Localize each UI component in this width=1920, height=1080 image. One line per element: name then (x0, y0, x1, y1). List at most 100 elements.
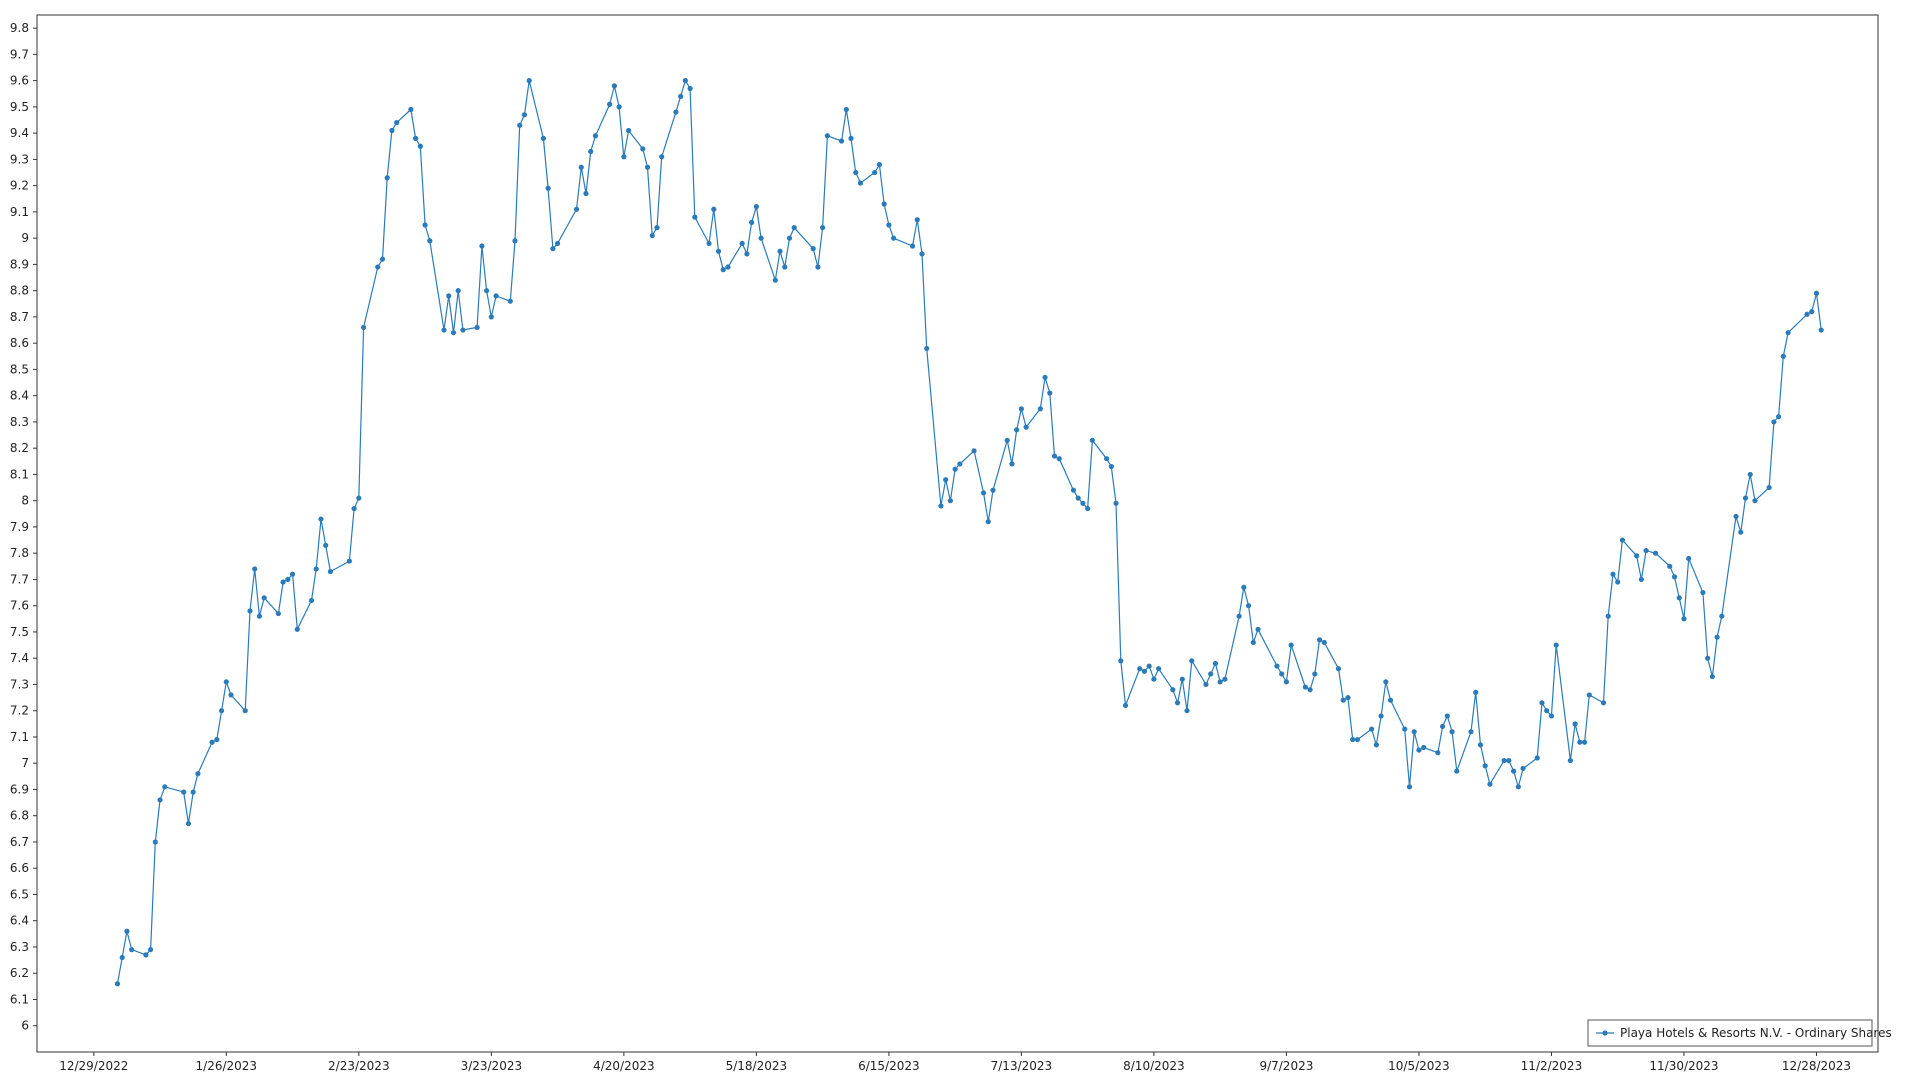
data-point (280, 579, 286, 585)
data-point (223, 679, 229, 685)
data-point (640, 146, 646, 152)
legend-label: Playa Hotels & Resorts N.V. - Ordinary S… (1620, 1026, 1892, 1040)
data-point (786, 235, 793, 241)
data-point (209, 739, 215, 745)
data-point (682, 78, 688, 84)
y-tick-label: 6.1 (10, 992, 29, 1006)
data-point (824, 133, 830, 139)
data-point (573, 206, 580, 212)
data-point (1804, 311, 1810, 317)
y-tick-label: 8.4 (10, 389, 29, 403)
x-tick-label: 8/10/2023 (1123, 1059, 1185, 1073)
data-point (417, 143, 423, 149)
data-point (1709, 673, 1715, 680)
data-point (119, 954, 125, 961)
data-point (1667, 563, 1673, 569)
y-tick-label: 9 (21, 231, 29, 245)
y-tick-label: 7.2 (10, 704, 29, 718)
data-point (1340, 697, 1346, 703)
data-point (185, 820, 192, 827)
data-point (1288, 642, 1294, 648)
data-point (408, 106, 414, 113)
data-point (1818, 327, 1824, 333)
data-point (441, 327, 447, 333)
data-point (1217, 679, 1223, 685)
data-point (1686, 555, 1692, 562)
y-tick-label: 7 (21, 756, 29, 770)
data-point (484, 288, 490, 294)
data-point (474, 324, 480, 331)
data-point (876, 162, 883, 168)
data-point (214, 736, 220, 743)
data-point (1051, 453, 1058, 459)
data-point (1473, 689, 1479, 695)
x-tick-label: 3/23/2023 (461, 1059, 523, 1073)
data-point (1581, 739, 1588, 745)
y-tick-label: 9.2 (10, 179, 29, 193)
data-point (389, 127, 395, 134)
data-point (1345, 694, 1351, 701)
data-point (493, 293, 499, 299)
data-point (152, 839, 158, 845)
data-point (1742, 495, 1749, 501)
data-point (455, 288, 461, 294)
data-point (479, 243, 485, 249)
data-point (129, 947, 135, 953)
data-point (1378, 713, 1384, 719)
data-point (1643, 547, 1649, 554)
data-point (256, 613, 263, 619)
x-tick-label: 12/29/2022 (59, 1059, 128, 1073)
data-point (242, 708, 248, 714)
data-point (375, 264, 381, 270)
data-point (952, 466, 958, 472)
data-point (1416, 747, 1422, 753)
data-point (1671, 574, 1678, 580)
data-point (777, 248, 783, 254)
data-point (1047, 390, 1053, 396)
data-point (791, 225, 797, 231)
y-tick-label: 7.7 (10, 572, 29, 586)
data-point (554, 240, 561, 247)
x-tick-label: 4/20/2023 (593, 1059, 655, 1073)
data-point (394, 120, 400, 126)
y-tick-label: 6.4 (10, 914, 29, 928)
data-point (1586, 692, 1592, 698)
data-point (1279, 671, 1285, 677)
data-point (1302, 684, 1308, 690)
data-point (1705, 655, 1711, 661)
y-tick-label: 7.1 (10, 730, 29, 744)
y-tick-label: 8.3 (10, 415, 29, 429)
data-point (1411, 729, 1417, 735)
data-point (607, 101, 613, 107)
data-point (838, 138, 845, 144)
data-point (1146, 663, 1152, 669)
data-point (1733, 513, 1739, 520)
data-point (772, 277, 778, 283)
data-point (379, 256, 386, 262)
data-point (540, 135, 546, 141)
y-tick-label: 8.1 (10, 467, 29, 481)
legend-box (1587, 1019, 1873, 1047)
data-point (1700, 589, 1706, 596)
data-point (318, 516, 324, 522)
data-point (1118, 658, 1124, 664)
plot-frame (36, 14, 1879, 1053)
data-point (545, 185, 551, 191)
y-tick-label: 8.5 (10, 362, 29, 376)
data-point (1577, 739, 1583, 745)
data-point (228, 692, 234, 698)
data-point (886, 222, 892, 228)
data-point (1316, 637, 1323, 643)
x-tick-label: 12/28/2023 (1782, 1059, 1851, 1073)
data-point (1189, 658, 1195, 664)
data-point (550, 246, 556, 252)
y-tick-label: 8.7 (10, 310, 29, 324)
data-point (1572, 721, 1578, 727)
data-point (1652, 550, 1659, 556)
data-point (853, 169, 859, 176)
data-point (1544, 708, 1550, 714)
data-point (422, 222, 428, 228)
data-point (124, 928, 130, 934)
data-point (143, 952, 149, 958)
data-point (1222, 676, 1228, 682)
